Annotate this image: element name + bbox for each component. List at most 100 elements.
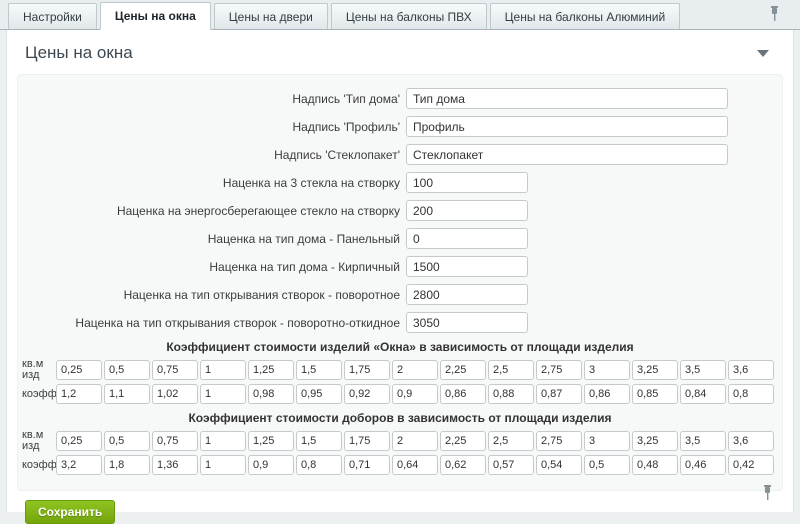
coefficient-input[interactable] <box>440 455 486 475</box>
coefficient-input[interactable] <box>296 384 342 404</box>
form-field-row: Наценка на тип дома - Кирпичный <box>18 256 782 277</box>
coeffs-row: коэфф <box>18 384 782 404</box>
area-input[interactable] <box>392 431 438 451</box>
coeffs-row-label: коэфф <box>22 460 56 471</box>
tab[interactable]: Настройки <box>8 3 97 29</box>
coefficient-input[interactable] <box>728 384 774 404</box>
area-input[interactable] <box>680 360 726 380</box>
field-input[interactable] <box>406 116 728 137</box>
coefficient-input[interactable] <box>488 384 534 404</box>
area-input[interactable] <box>392 360 438 380</box>
field-input[interactable] <box>406 284 528 305</box>
field-label: Надпись 'Стеклопакет' <box>18 148 400 162</box>
coefficient-input[interactable] <box>200 455 246 475</box>
coefficient-input[interactable] <box>632 384 678 404</box>
coeffs-row-label: коэфф <box>22 389 56 400</box>
coefficient-input[interactable] <box>104 455 150 475</box>
coefficient-input[interactable] <box>104 384 150 404</box>
tab-bar: Настройки Цены на окна Цены на двери Цен… <box>0 0 800 30</box>
coefficient-input[interactable] <box>728 455 774 475</box>
tab[interactable]: Цены на балконы ПВХ <box>331 3 487 29</box>
field-input[interactable] <box>406 228 528 249</box>
area-input[interactable] <box>344 431 390 451</box>
area-input[interactable] <box>104 360 150 380</box>
coefficient-input[interactable] <box>680 455 726 475</box>
coefficient-input[interactable] <box>488 455 534 475</box>
panel-header: Цены на окна <box>7 30 793 74</box>
field-input[interactable] <box>406 172 528 193</box>
area-input[interactable] <box>344 360 390 380</box>
field-input[interactable] <box>406 256 528 277</box>
area-input[interactable] <box>152 431 198 451</box>
area-input[interactable] <box>632 360 678 380</box>
field-input[interactable] <box>406 88 728 109</box>
coefficient-input[interactable] <box>56 384 102 404</box>
chevron-down-icon[interactable] <box>757 50 769 57</box>
coefficient-input[interactable] <box>344 455 390 475</box>
field-input[interactable] <box>406 312 528 333</box>
area-input[interactable] <box>440 360 486 380</box>
area-input[interactable] <box>680 431 726 451</box>
coefficient-input[interactable] <box>536 455 582 475</box>
area-input[interactable] <box>56 360 102 380</box>
areas-inputs <box>56 360 776 380</box>
coefficient-input[interactable] <box>200 384 246 404</box>
coefficient-input[interactable] <box>680 384 726 404</box>
coefficient-input[interactable] <box>152 384 198 404</box>
area-input[interactable] <box>536 360 582 380</box>
form-field-row: Наценка на тип открывания створок - пово… <box>18 284 782 305</box>
tab[interactable]: Цены на двери <box>214 3 328 29</box>
area-input[interactable] <box>488 431 534 451</box>
area-input[interactable] <box>728 431 774 451</box>
pushpin-icon[interactable] <box>769 6 780 27</box>
coefficient-input[interactable] <box>296 455 342 475</box>
area-input[interactable] <box>200 431 246 451</box>
coefficient-input[interactable] <box>248 384 294 404</box>
coefficient-input[interactable] <box>392 384 438 404</box>
field-label: Надпись 'Профиль' <box>18 120 400 134</box>
tab-label: Цены на балконы Алюминий <box>505 10 666 24</box>
area-input[interactable] <box>584 431 630 451</box>
area-input[interactable] <box>296 360 342 380</box>
coefficient-input[interactable] <box>536 384 582 404</box>
page-title: Цены на окна <box>25 43 133 63</box>
coefficient-input[interactable] <box>584 384 630 404</box>
area-input[interactable] <box>104 431 150 451</box>
areas-row: кв.м изд <box>18 430 782 452</box>
area-input[interactable] <box>584 360 630 380</box>
area-input[interactable] <box>536 431 582 451</box>
area-input[interactable] <box>440 431 486 451</box>
area-input[interactable] <box>56 431 102 451</box>
form-rows: Надпись 'Тип дома' Надпись 'Профиль' Над… <box>18 88 782 333</box>
tab-label: Настройки <box>23 10 82 24</box>
coefficient-input[interactable] <box>344 384 390 404</box>
coeffs-inputs <box>56 455 776 475</box>
tab[interactable]: Цены на балконы Алюминий <box>490 3 681 29</box>
area-input[interactable] <box>296 431 342 451</box>
area-input[interactable] <box>248 431 294 451</box>
field-label: Наценка на тип открывания створок - пово… <box>18 288 400 302</box>
save-button[interactable]: Сохранить <box>25 500 115 524</box>
coefficient-table: Коэффициент стоимости доборов в зависимо… <box>18 411 782 475</box>
coefficient-input[interactable] <box>56 455 102 475</box>
field-input[interactable] <box>406 200 528 221</box>
area-input[interactable] <box>632 431 678 451</box>
prices-windows-panel: Цены на окна Надпись 'Тип дома' Надпись … <box>6 30 794 512</box>
coefficient-tables: Коэффициент стоимости изделий «Окна» в з… <box>18 340 782 475</box>
area-input[interactable] <box>248 360 294 380</box>
tab[interactable]: Цены на окна <box>100 2 211 30</box>
area-input[interactable] <box>728 360 774 380</box>
coefficient-input[interactable] <box>632 455 678 475</box>
area-input[interactable] <box>200 360 246 380</box>
coefficient-input[interactable] <box>392 455 438 475</box>
coefficient-input[interactable] <box>440 384 486 404</box>
form-field-row: Надпись 'Профиль' <box>18 116 782 137</box>
coefficient-input[interactable] <box>152 455 198 475</box>
area-input[interactable] <box>488 360 534 380</box>
pushpin-icon[interactable] <box>762 485 773 506</box>
coefficient-input[interactable] <box>248 455 294 475</box>
field-input[interactable] <box>406 144 728 165</box>
area-input[interactable] <box>152 360 198 380</box>
coefficient-input[interactable] <box>584 455 630 475</box>
tab-label: Цены на балконы ПВХ <box>346 10 472 24</box>
